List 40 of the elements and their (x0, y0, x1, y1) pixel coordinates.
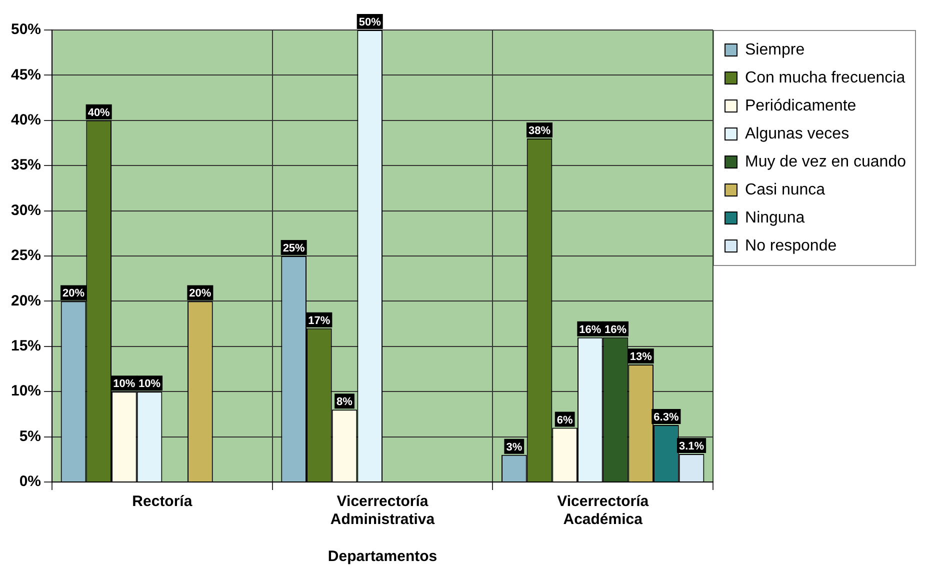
y-tick-label: 10% (10, 382, 42, 400)
y-tick-label: 45% (10, 66, 42, 84)
data-label: 25% (282, 242, 306, 255)
y-tick-label: 5% (19, 428, 42, 445)
x-tick-label: Vicerrectoría Administrativa (330, 493, 436, 528)
y-tick-label: 15% (10, 338, 42, 355)
data-label: 6% (556, 414, 573, 426)
data-label: 8% (336, 396, 353, 408)
data-label: 20% (189, 288, 212, 300)
data-label: 10% (138, 378, 161, 390)
data-label: 16% (579, 324, 602, 336)
data-label: 20% (62, 288, 85, 300)
data-label: 10% (113, 378, 136, 390)
data-label: 50% (358, 16, 382, 29)
x-axis-title: Departamentos (328, 548, 438, 566)
data-label: 3% (506, 441, 522, 454)
y-tick-label: 20% (10, 292, 42, 310)
y-tick-label: 35% (10, 156, 42, 174)
y-tick-label: 40% (10, 112, 42, 129)
data-label: 3.1% (678, 440, 704, 453)
data-label: 13% (630, 351, 652, 364)
y-tick-label: 30% (10, 202, 42, 219)
data-label: 38% (528, 125, 551, 138)
legend-label: Siempre (745, 41, 805, 58)
x-tick-label: Rectoría (132, 493, 193, 510)
y-tick-label: 50% (10, 21, 42, 38)
data-label: 40% (88, 106, 110, 119)
legend-label: Algunas veces (745, 125, 850, 142)
x-tick-label: Vicerrectoría Académica (557, 493, 650, 528)
legend-label: Casi nunca (745, 181, 826, 198)
y-tick-label: 0% (19, 473, 42, 490)
y-tick-label: 25% (10, 247, 42, 264)
data-label: 6.3% (654, 412, 679, 424)
legend-label: Periódicamente (745, 97, 856, 114)
data-label: 16% (604, 324, 627, 336)
legend-label: Ninguna (745, 209, 805, 226)
legend-label: Con mucha frecuencia (745, 69, 906, 86)
data-label: 17% (308, 314, 330, 327)
legend-label: Muy de vez en cuando (745, 153, 906, 170)
legend-label: No responde (745, 237, 837, 254)
